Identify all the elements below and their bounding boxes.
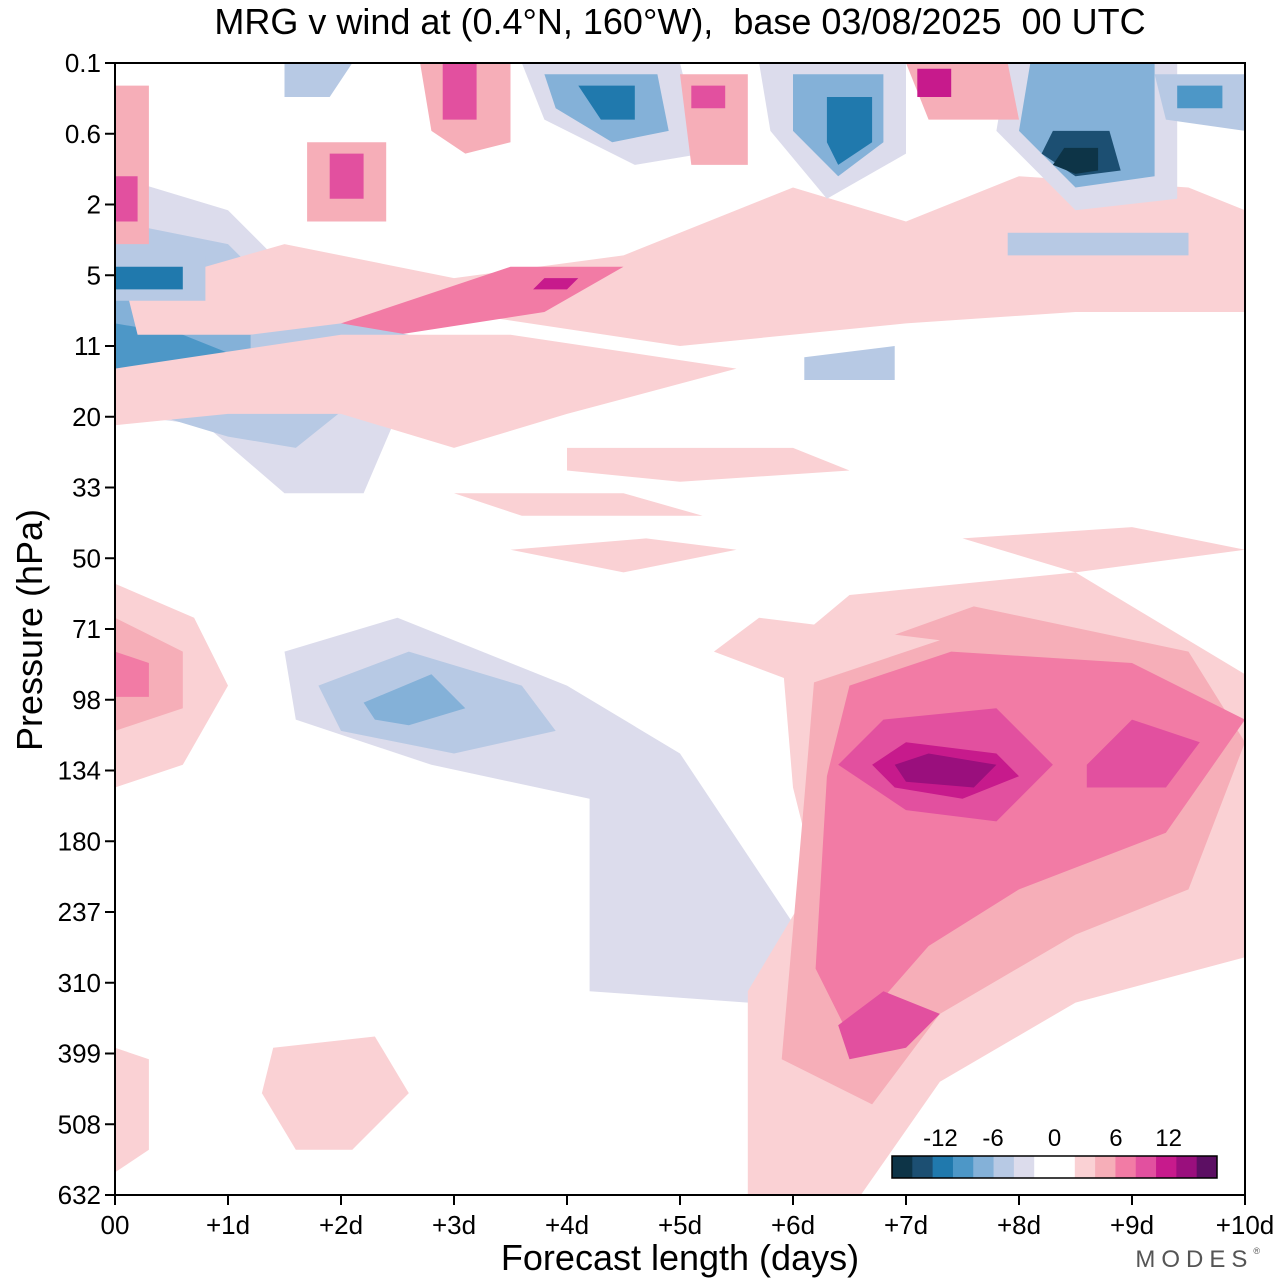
contour-region-54 bbox=[713, 617, 940, 686]
x-tick-label: +7d bbox=[884, 1210, 928, 1240]
colorbar-swatch bbox=[1135, 1156, 1157, 1178]
y-tick-label: 237 bbox=[58, 897, 101, 927]
x-tick-label: +8d bbox=[997, 1210, 1041, 1240]
colorbar-label: 0 bbox=[1048, 1125, 1061, 1152]
x-tick-label: +4d bbox=[545, 1210, 589, 1240]
contour-region-49 bbox=[115, 334, 737, 448]
contour-region-20 bbox=[533, 278, 579, 290]
x-tick-label: +9d bbox=[1110, 1210, 1154, 1240]
colorbar-label: -12 bbox=[923, 1125, 958, 1152]
x-tick-label: +10d bbox=[1216, 1210, 1275, 1240]
x-tick-label: +3d bbox=[432, 1210, 476, 1240]
y-tick-label: 0.6 bbox=[65, 119, 101, 149]
contour-region-38 bbox=[1007, 232, 1189, 256]
modes-logo: MODES® bbox=[1135, 1246, 1260, 1273]
y-tick-label: 134 bbox=[58, 756, 101, 786]
x-tick-label: +2d bbox=[319, 1210, 363, 1240]
contour-region-52 bbox=[510, 538, 737, 573]
colorbar-swatch bbox=[1054, 1156, 1076, 1178]
colorbar-label: -6 bbox=[982, 1125, 1003, 1152]
contour-region-34 bbox=[115, 266, 183, 290]
contour-region-40 bbox=[442, 63, 477, 120]
colorbar-swatch bbox=[892, 1156, 913, 1178]
contour-region-26 bbox=[826, 97, 873, 165]
contour-region-13 bbox=[838, 991, 940, 1060]
contour-region-50 bbox=[567, 447, 850, 482]
y-tick-label: 399 bbox=[58, 1039, 101, 1069]
y-tick-label: 98 bbox=[72, 685, 101, 715]
colorbar-swatch bbox=[1013, 1156, 1035, 1178]
y-tick-label: 20 bbox=[72, 402, 101, 432]
y-tick-label: 0.1 bbox=[65, 48, 101, 78]
colorbar-swatch bbox=[1074, 1156, 1096, 1178]
colorbar-swatch bbox=[1034, 1156, 1055, 1178]
y-tick-label: 11 bbox=[74, 331, 101, 361]
x-tick-label: +6d bbox=[771, 1210, 815, 1240]
y-tick-label: 632 bbox=[58, 1180, 101, 1210]
colorbar-swatch bbox=[1196, 1156, 1218, 1178]
contour-region-17 bbox=[115, 651, 149, 697]
contour-fills bbox=[115, 63, 1245, 1195]
chart-title: MRG v wind at (0.4°N, 160°W), base 03/08… bbox=[214, 1, 1146, 42]
colorbar-swatch bbox=[1115, 1156, 1137, 1178]
y-tick-label: 71 bbox=[72, 614, 101, 644]
colorbar-swatch bbox=[993, 1156, 1015, 1178]
colorbar-frame bbox=[891, 1155, 1218, 1179]
contour-region-6 bbox=[363, 674, 466, 726]
y-tick-label: 310 bbox=[58, 968, 101, 998]
colorbar-swatch bbox=[1176, 1156, 1198, 1178]
contour-region-12 bbox=[894, 753, 997, 788]
x-tick-label: +5d bbox=[658, 1210, 702, 1240]
x-axis: 00 +1d +2d +3d +4d +5d +6d +7d +8d +9d +10d bbox=[101, 1195, 1275, 1240]
colorbar-swatch bbox=[932, 1156, 954, 1178]
contour-region-23 bbox=[578, 85, 635, 120]
contour-region-35 bbox=[284, 63, 353, 97]
y-tick-label: 50 bbox=[72, 543, 101, 573]
colorbar-swatch bbox=[1095, 1156, 1116, 1178]
y-tick-label: 2 bbox=[87, 190, 101, 220]
colorbar-swatch bbox=[1156, 1156, 1177, 1178]
y-axis-label: Pressure (hPa) bbox=[9, 508, 50, 752]
contour-region-51 bbox=[454, 493, 703, 516]
contour-region-56 bbox=[115, 1047, 149, 1173]
contour-region-44 bbox=[917, 68, 952, 97]
x-axis-label: Forecast length (days) bbox=[500, 1237, 860, 1278]
colorbar-label: 12 bbox=[1155, 1125, 1182, 1152]
contour-region-42 bbox=[691, 85, 726, 109]
contour-region-32 bbox=[1177, 85, 1223, 109]
contour-region-3 bbox=[115, 323, 296, 743]
colorbar-swatch bbox=[912, 1156, 934, 1178]
colorbar-label: 6 bbox=[1109, 1125, 1122, 1152]
contour-region-37 bbox=[804, 346, 895, 380]
y-tick-label: 508 bbox=[58, 1109, 101, 1139]
y-axis: 0.1 0.6 2 5 11 20 33 50 71 98 134 180 237 310 399 508 63… bbox=[58, 48, 115, 1210]
contour-region-48 bbox=[329, 153, 364, 199]
contour-region-30 bbox=[1052, 147, 1099, 174]
x-tick-label: +1d bbox=[206, 1210, 250, 1240]
y-tick-label: 5 bbox=[87, 260, 101, 290]
colorbar-swatch bbox=[952, 1156, 974, 1178]
contour-region-46 bbox=[115, 176, 138, 222]
colorbar-swatch bbox=[973, 1156, 995, 1178]
contour-region-53 bbox=[962, 527, 1245, 573]
y-tick-label: 33 bbox=[72, 473, 101, 503]
contour-region-55 bbox=[261, 1036, 409, 1150]
y-tick-label: 180 bbox=[58, 826, 101, 856]
contour-region-14 bbox=[1086, 719, 1200, 788]
colorbar-legend: -12 -6 0 6 12 bbox=[891, 1125, 1218, 1179]
x-tick-label: 00 bbox=[101, 1210, 130, 1240]
